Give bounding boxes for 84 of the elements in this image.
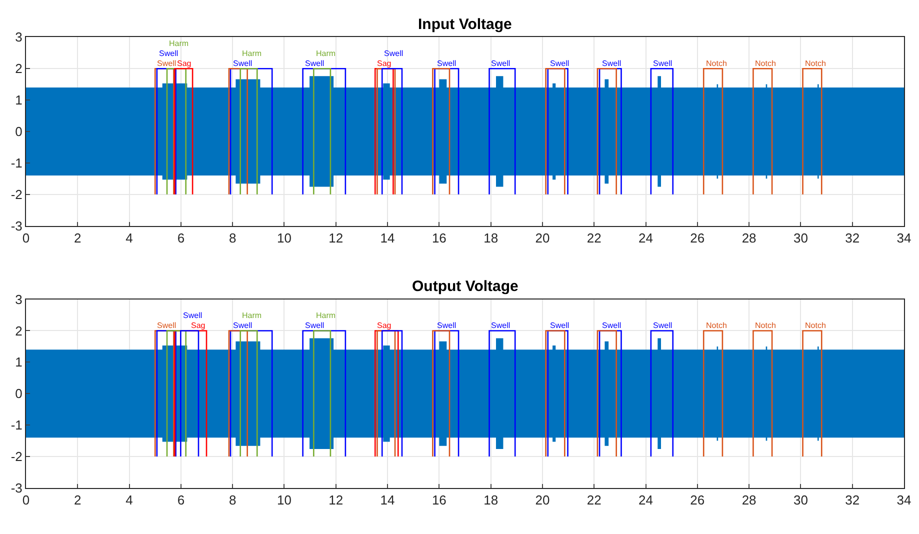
y-tick-label: 1 [15,354,22,370]
x-tick-label: 4 [126,230,133,246]
x-tick-label: 16 [432,492,446,508]
series-label: Swell [653,321,672,330]
series-label: Swell [550,321,570,330]
chart-title: Input Voltage [418,16,512,33]
x-tick-label: 24 [638,230,653,246]
x-tick-label: 6 [177,492,185,508]
x-tick-label: 18 [484,492,498,508]
series-label: Swell [233,321,252,330]
x-tick-label: 24 [638,492,653,508]
x-tick-label: 28 [742,492,756,508]
x-tick-label: 30 [793,230,808,246]
series-label: Sag [377,321,392,330]
x-tick-label: 26 [690,492,705,508]
series-label: Swell [157,59,176,68]
chart-title: Output Voltage [412,278,518,295]
y-tick-label: 2 [15,323,22,338]
series-label: Swell [183,311,202,320]
x-tick-label: 20 [535,492,550,508]
x-tick-label: 12 [328,230,344,246]
series-label: Notch [706,321,727,330]
y-tick-label: 3 [15,30,22,45]
y-tick-label: -1 [10,418,22,433]
y-tick-label: -2 [10,186,22,202]
series-label: Harm [316,49,336,58]
y-tick-label: -2 [10,449,22,464]
series-label: Harm [242,49,262,58]
x-tick-label: 34 [896,230,912,246]
y-tick-label: 2 [15,61,22,76]
series-label: Swell [157,321,176,330]
x-tick-label: 32 [845,230,860,246]
series-label: Sag [377,59,392,68]
series-label: Swell [437,59,456,68]
x-tick-label: 8 [228,492,236,508]
series-label: Sag [191,321,206,330]
series-label: Notch [706,59,727,68]
y-tick-label: 0 [15,386,22,402]
x-tick-label: 26 [690,230,705,246]
series-label: Swell [384,49,404,58]
series-label: Sag [177,59,192,68]
series-label: Notch [755,321,776,330]
x-tick-label: 14 [380,230,395,246]
x-tick-label: 12 [328,492,344,508]
series-label: Harm [242,311,262,320]
x-tick-label: 2 [74,492,82,508]
x-tick-label: 18 [484,230,498,246]
series-label: Swell [305,321,324,330]
series-label: Swell [233,59,252,68]
y-tick-label: 0 [15,124,22,140]
x-tick-label: 10 [277,230,292,246]
series-label: Swell [491,321,510,330]
x-tick-label: 14 [380,492,395,508]
x-tick-label: 34 [896,492,912,508]
series-label: Swell [550,59,570,68]
y-tick-label: 3 [15,292,22,307]
x-tick-label: 20 [535,230,550,246]
x-tick-label: 22 [586,492,602,508]
x-tick-label: 6 [177,230,185,246]
series-label: Notch [755,59,776,68]
x-tick-label: 16 [432,230,446,246]
series-label: Swell [491,59,510,68]
x-tick-label: 2 [74,230,82,246]
series-label: Swell [602,321,622,330]
x-tick-label: 22 [586,230,602,246]
y-tick-label: 1 [15,92,22,108]
series-label: Swell [653,59,672,68]
x-tick-label: 8 [228,230,236,246]
series-label: Harm [316,311,336,320]
series-label: Swell [437,321,456,330]
y-tick-label: -3 [10,480,22,496]
y-tick-label: -1 [10,155,22,170]
series-label: Swell [305,59,324,68]
text: Harm [169,39,189,48]
series-label: Notch [805,59,826,68]
series-label: Notch [805,321,826,330]
series-label: Swell [602,59,622,68]
x-tick-label: 30 [793,492,808,508]
y-tick-label: -3 [10,218,22,234]
x-tick-label: 28 [742,230,756,246]
series-label: Swell [159,49,178,58]
x-tick-label: 4 [126,492,133,508]
x-tick-label: 32 [845,492,860,508]
x-tick-label: 10 [277,492,292,508]
